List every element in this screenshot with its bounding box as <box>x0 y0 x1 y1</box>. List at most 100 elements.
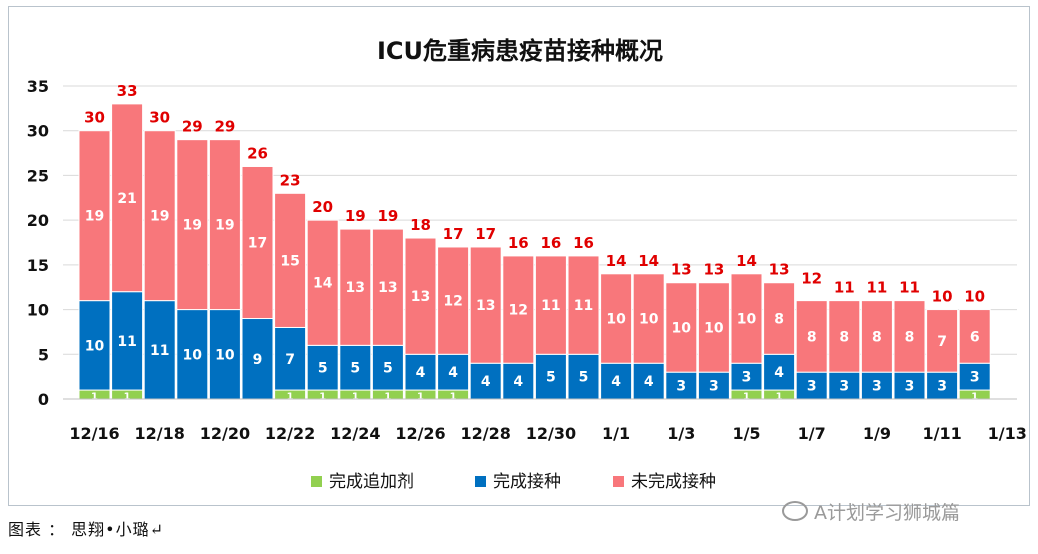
y-tick-label: 10 <box>27 301 49 320</box>
data-label: 1 <box>91 392 98 403</box>
bar-segment <box>208 139 241 311</box>
data-label: 17 <box>248 236 267 252</box>
total-label: 17 <box>475 225 496 243</box>
total-label: 29 <box>214 118 235 136</box>
bar-segment <box>111 103 144 293</box>
y-tick-label: 0 <box>38 390 49 409</box>
y-tick-label: 15 <box>27 256 49 275</box>
total-label: 30 <box>149 109 170 127</box>
data-label: 1 <box>384 392 391 403</box>
bar-segment <box>567 255 600 355</box>
bar-segment <box>143 300 176 400</box>
bar-segment <box>274 326 307 391</box>
bar-segment <box>893 371 926 400</box>
data-label: 5 <box>546 370 556 386</box>
total-label: 29 <box>182 118 203 136</box>
total-label: 14 <box>638 252 659 270</box>
bar-segment <box>697 282 730 373</box>
bar-segment <box>795 371 828 400</box>
data-label: 4 <box>416 365 426 381</box>
total-label: 19 <box>345 207 366 225</box>
bar-segment <box>469 246 502 364</box>
x-tick-label: 1/9 <box>863 424 891 443</box>
data-label: 5 <box>350 361 360 377</box>
x-tick-label: 12/18 <box>135 424 185 443</box>
data-label: 8 <box>774 312 784 328</box>
bar-segment <box>437 353 470 391</box>
y-tick-label: 5 <box>38 345 49 364</box>
data-label: 10 <box>704 320 724 336</box>
data-label: 10 <box>183 347 203 363</box>
total-label: 16 <box>508 234 529 252</box>
data-label: 8 <box>807 329 817 345</box>
bar-segment <box>860 371 893 400</box>
bar-segment <box>306 219 339 346</box>
x-tick-label: 12/24 <box>330 424 380 443</box>
total-label: 13 <box>769 261 790 279</box>
data-label: 7 <box>937 334 947 350</box>
legend-swatch <box>613 476 624 487</box>
data-label: 4 <box>448 365 458 381</box>
total-label: 11 <box>866 279 887 297</box>
data-label: 10 <box>737 312 757 328</box>
total-label: 13 <box>703 261 724 279</box>
total-label: 26 <box>247 144 268 162</box>
data-label: 9 <box>253 352 263 368</box>
total-label: 13 <box>671 261 692 279</box>
bar-segment <box>143 130 176 302</box>
data-label: 8 <box>872 329 882 345</box>
data-label: 21 <box>117 191 136 207</box>
data-label: 3 <box>970 370 980 386</box>
data-label: 10 <box>639 312 659 328</box>
bar-segment <box>958 309 991 364</box>
bar-segment <box>828 300 861 373</box>
x-tick-label: 1/1 <box>602 424 630 443</box>
x-tick-label: 1/11 <box>922 424 961 443</box>
data-label: 4 <box>513 374 523 390</box>
x-tick-label: 12/28 <box>461 424 511 443</box>
x-tick-label: 12/16 <box>69 424 119 443</box>
legend-label: 完成追加剂 <box>329 472 414 492</box>
total-label: 14 <box>606 252 627 270</box>
data-label: 3 <box>839 379 849 395</box>
bar-segment <box>600 273 633 364</box>
bar-segment <box>404 237 437 355</box>
x-tick-label: 1/13 <box>988 424 1027 443</box>
total-label: 14 <box>736 252 757 270</box>
data-label: 1 <box>971 392 978 403</box>
data-label: 10 <box>215 347 235 363</box>
total-label: 19 <box>377 207 398 225</box>
watermark: A计划学习狮城篇 <box>782 498 960 525</box>
x-tick-label: 12/22 <box>265 424 315 443</box>
bar-segment <box>763 353 796 391</box>
total-label: 30 <box>84 109 105 127</box>
bar-segment <box>502 255 535 364</box>
data-label: 1 <box>319 392 326 403</box>
data-label: 3 <box>872 379 882 395</box>
data-label: 13 <box>476 298 495 314</box>
data-label: 3 <box>676 379 686 395</box>
x-tick-label: 1/7 <box>798 424 826 443</box>
total-label: 33 <box>117 82 138 100</box>
bar-segment <box>860 300 893 373</box>
data-label: 1 <box>287 392 294 403</box>
data-label: 10 <box>606 312 626 328</box>
data-label: 6 <box>970 329 980 345</box>
data-label: 11 <box>541 298 560 314</box>
data-label: 1 <box>743 392 750 403</box>
bar-segment <box>274 192 307 328</box>
data-label: 11 <box>574 298 593 314</box>
data-label: 3 <box>742 370 752 386</box>
data-label: 12 <box>509 303 528 319</box>
data-label: 19 <box>183 218 202 234</box>
x-tick-label: 1/5 <box>732 424 760 443</box>
data-label: 5 <box>383 361 393 377</box>
data-label: 1 <box>417 392 424 403</box>
data-label: 10 <box>85 338 105 354</box>
bar-segment <box>111 291 144 391</box>
total-label: 16 <box>573 234 594 252</box>
bar-segment <box>437 246 470 355</box>
y-tick-label: 25 <box>27 166 49 185</box>
total-label: 10 <box>932 288 953 306</box>
data-label: 1 <box>352 392 359 403</box>
